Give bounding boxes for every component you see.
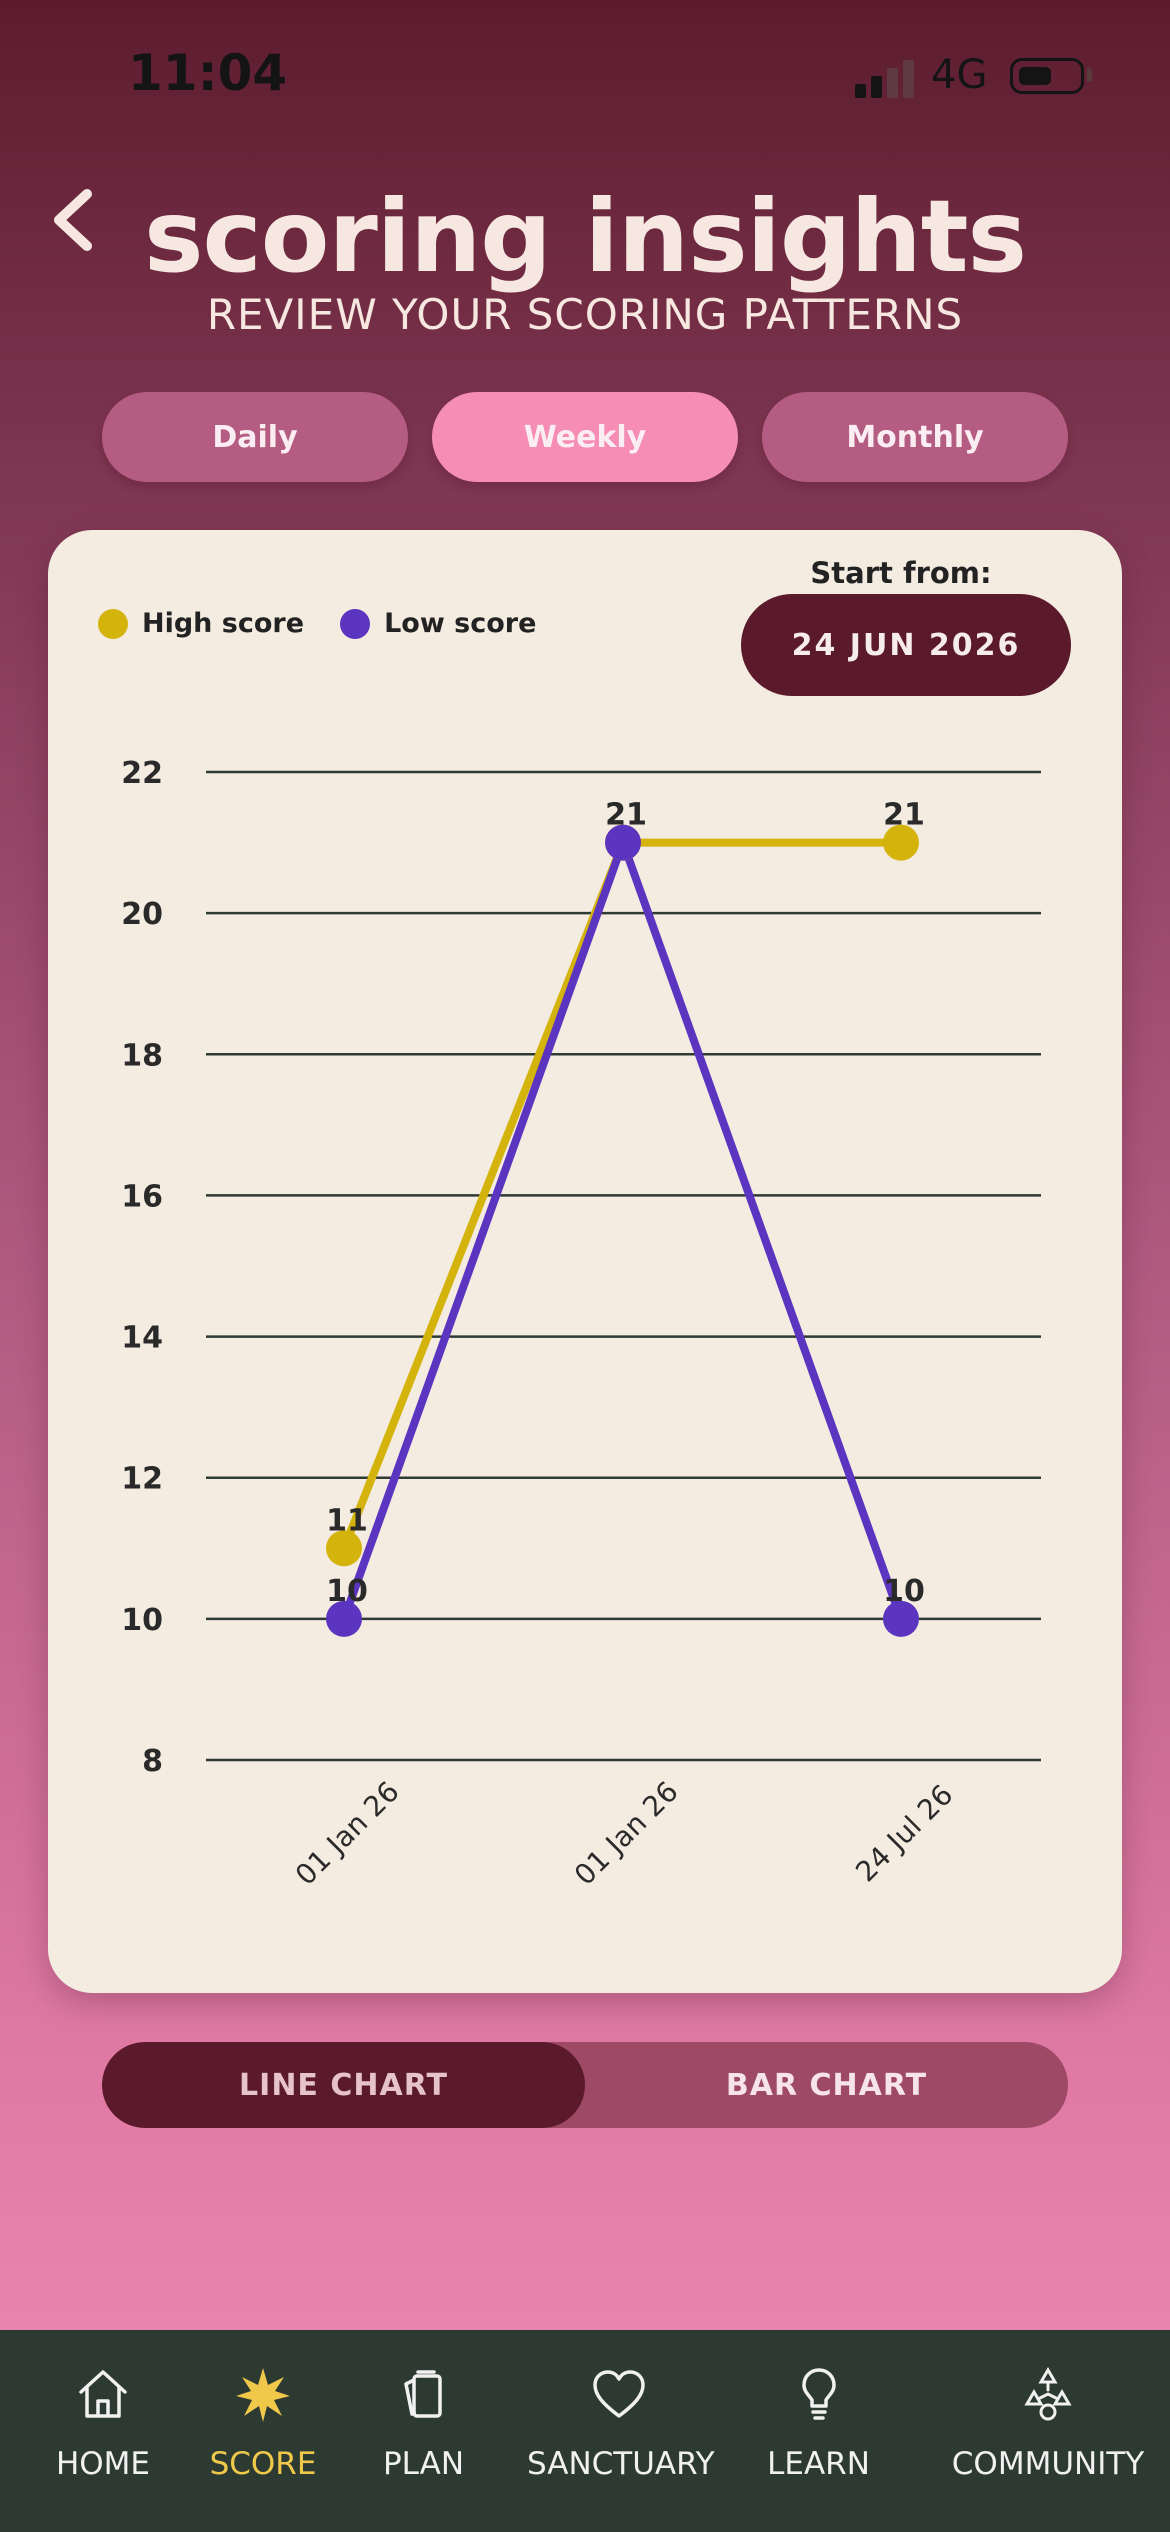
x-tick-label: 24 Jul 26	[849, 1778, 959, 1888]
nav-item-community[interactable]: COMMUNITY	[926, 2330, 1170, 2532]
legend-label-high: High score	[142, 608, 305, 639]
start-date-button[interactable]: 24 JUN 2026	[741, 594, 1071, 696]
heart-icon	[593, 2370, 645, 2418]
page-title: scoring insights	[143, 178, 1027, 295]
nav-label-home: HOME	[55, 2446, 151, 2482]
data-point-low	[326, 1600, 362, 1637]
data-point-low	[883, 1600, 919, 1637]
network-label: 4G	[931, 52, 988, 98]
battery-tip	[1087, 68, 1092, 82]
nav-label-sanctuary: SANCTUARY	[527, 2446, 715, 2482]
signal-icon	[855, 58, 917, 98]
legend-dot-high-icon	[98, 608, 128, 639]
tab-weekly[interactable]: Weekly	[432, 392, 738, 482]
data-label-low: 10	[326, 1574, 368, 1609]
data-label-low: 21	[605, 798, 647, 833]
bar-chart-button[interactable]: BAR CHART	[725, 2067, 928, 2103]
home-icon	[79, 2370, 127, 2418]
bottom-nav: HOME SCORE PLAN SANCTUARY LEARN	[0, 2330, 1170, 2532]
y-tick-label: 20	[121, 897, 163, 932]
nav-label-learn: LEARN	[767, 2446, 870, 2482]
legend-dot-low-icon	[340, 608, 371, 639]
y-tick-label: 14	[121, 1321, 163, 1356]
chart-type-toggle: LINE CHART BAR CHART	[102, 2042, 1068, 2128]
tab-daily[interactable]: Daily	[102, 392, 408, 482]
nav-item-sanctuary[interactable]: SANCTUARY	[527, 2330, 715, 2532]
y-tick-label: 18	[121, 1038, 163, 1073]
page-subtitle: REVIEW YOUR SCORING PATTERNS	[206, 290, 964, 339]
back-button[interactable]	[38, 180, 108, 260]
x-tick-label: 01 Jan 26	[568, 1775, 685, 1892]
data-point-high	[326, 1530, 362, 1567]
legend-item-high-score: High score	[98, 608, 304, 639]
chart-legend: High score Low score	[98, 608, 572, 639]
tab-monthly[interactable]: Monthly	[762, 392, 1068, 482]
line-chart: 8 10 12 14 16 18 20 22 01 Jan 26 01 Jan 26 24 Jul …	[121, 756, 1041, 1892]
start-from-label: Start from:	[810, 556, 992, 590]
line-chart-button[interactable]: LINE CHART	[102, 2042, 585, 2128]
score-icon	[236, 2368, 290, 2422]
nav-label-plan: PLAN	[382, 2446, 465, 2482]
status-time: 11:04	[128, 44, 288, 102]
legend-label-low: Low score	[384, 608, 537, 639]
nav-label-community: COMMUNITY	[951, 2446, 1145, 2482]
data-point-high	[883, 824, 919, 861]
data-point-low	[605, 824, 641, 861]
period-tabs: Daily Weekly Monthly	[102, 392, 1068, 482]
legend-item-low-score: Low score	[340, 608, 536, 639]
nav-item-score[interactable]: SCORE	[206, 2330, 320, 2532]
data-label-low: 10	[883, 1574, 925, 1609]
community-icon	[1024, 2367, 1072, 2421]
chevron-left-icon	[54, 189, 92, 251]
y-tick-label: 16	[121, 1179, 163, 1214]
y-tick-label: 10	[121, 1603, 163, 1638]
lightbulb-icon	[801, 2368, 836, 2420]
series-line-low	[340, 838, 905, 1623]
y-tick-label: 12	[121, 1462, 163, 1497]
y-tick-label: 8	[142, 1744, 163, 1779]
status-bar: 11:04 4G	[0, 0, 1170, 150]
chart-card: High score Low score Start from: 24 JUN …	[48, 530, 1122, 1993]
data-label-high: 21	[883, 798, 925, 833]
x-tick-label: 01 Jan 26	[289, 1775, 406, 1892]
nav-item-plan[interactable]: PLAN	[320, 2330, 527, 2532]
battery-icon	[1010, 58, 1084, 94]
data-label-high: 11	[326, 1503, 368, 1538]
nav-label-score: SCORE	[209, 2446, 317, 2482]
nav-item-learn[interactable]: LEARN	[711, 2330, 926, 2532]
plan-icon	[403, 2370, 442, 2418]
nav-item-home[interactable]: HOME	[0, 2330, 206, 2532]
y-tick-label: 22	[121, 756, 163, 791]
